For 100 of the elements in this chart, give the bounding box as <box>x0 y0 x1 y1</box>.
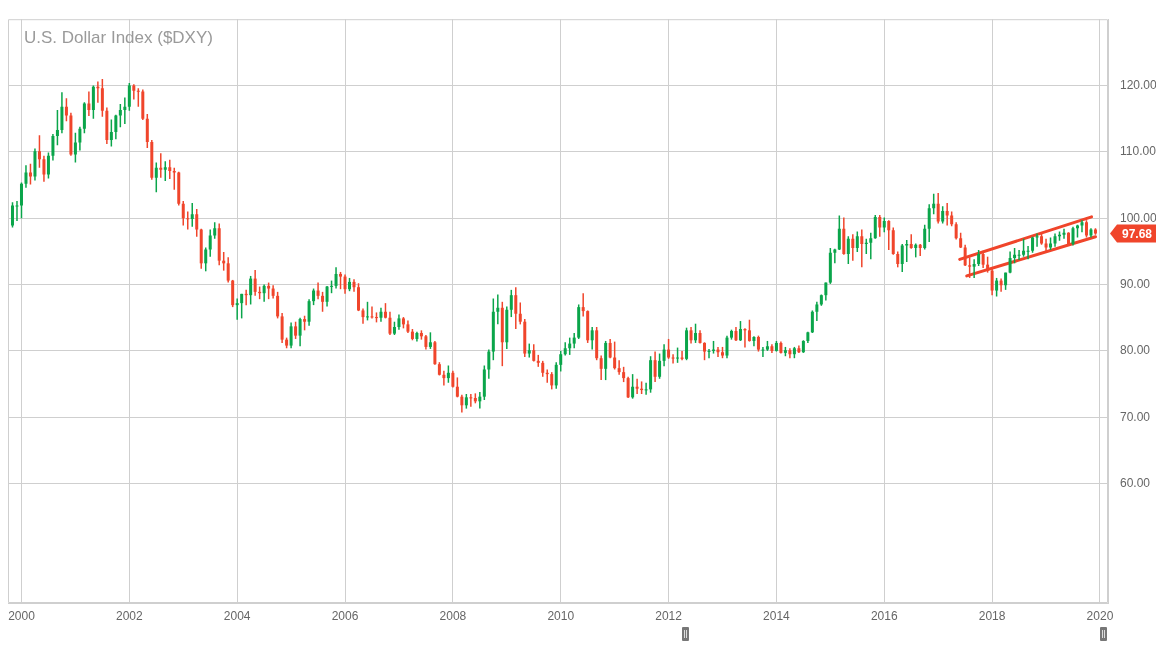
candlestick <box>707 348 711 359</box>
candlestick <box>289 321 293 349</box>
candlestick <box>249 275 253 306</box>
candlestick <box>73 131 77 164</box>
candlestick <box>644 382 648 396</box>
candlestick <box>91 84 95 120</box>
candlestick <box>298 316 302 348</box>
candlestick <box>887 219 891 251</box>
candlestick <box>671 353 675 365</box>
y-tick-label: 80.00 <box>1120 343 1151 358</box>
candlestick <box>370 305 374 320</box>
x-tick-label: 2000 <box>8 608 36 623</box>
candlestick <box>837 214 841 251</box>
candlestick <box>815 301 819 322</box>
y-tick-label: 100.00 <box>1120 210 1156 225</box>
candlestick <box>518 301 522 326</box>
candlestick <box>19 181 23 219</box>
candlestick <box>810 309 814 334</box>
candlestick <box>667 338 671 360</box>
candlestick <box>37 134 41 169</box>
candlestick <box>720 346 724 359</box>
candlestick <box>851 233 855 262</box>
candlestick <box>1026 245 1030 261</box>
candlestick <box>10 201 14 229</box>
candlestick <box>1071 226 1075 247</box>
candlestick <box>509 289 513 318</box>
candlestick <box>154 161 158 194</box>
candlestick <box>855 230 859 253</box>
candlestick <box>653 350 657 383</box>
candlestick <box>60 91 64 135</box>
y-tick-label: 70.00 <box>1120 409 1151 424</box>
candlestick <box>658 352 662 380</box>
candlestick <box>118 103 122 129</box>
x-tick-label: 2006 <box>331 608 359 623</box>
candlestick <box>159 152 163 179</box>
candlestick <box>433 340 437 366</box>
candlestick <box>900 243 904 273</box>
candlestick <box>738 320 742 342</box>
candlestick <box>1062 228 1066 240</box>
candlestick <box>635 378 639 395</box>
candlestick <box>15 200 19 222</box>
candlestick <box>204 246 208 273</box>
candlestick <box>703 341 707 361</box>
x-tick-label: 2014 <box>763 608 791 623</box>
candlestick <box>923 224 927 251</box>
text: 97.68 <box>1122 226 1153 241</box>
candlestick <box>100 78 104 118</box>
candlestick <box>145 113 149 149</box>
candlestick <box>24 164 28 189</box>
candlestick <box>1017 249 1021 261</box>
x-tick-label: 2020 <box>1086 608 1114 623</box>
candlestick <box>321 291 325 313</box>
candlestick <box>662 343 666 367</box>
candlestick <box>860 228 864 269</box>
candlestick <box>487 348 491 380</box>
candlestick <box>747 318 751 343</box>
candlestick <box>496 293 500 326</box>
candlestick <box>590 326 594 351</box>
y-tick-label: 110.00 <box>1120 144 1156 159</box>
candlestick <box>208 228 212 258</box>
candlestick <box>995 277 999 298</box>
candlestick <box>240 293 244 320</box>
candlestick <box>891 226 895 256</box>
candlestick <box>729 328 733 341</box>
candlestick <box>631 373 635 400</box>
candlestick <box>873 214 877 240</box>
candlestick <box>626 376 630 399</box>
x-tick-label: 2010 <box>547 608 575 623</box>
candlestick <box>276 291 280 320</box>
candlestick <box>253 269 257 297</box>
candlestick <box>343 273 347 295</box>
candlestick <box>559 350 563 373</box>
candlestick <box>833 247 837 265</box>
candlestick <box>325 285 329 308</box>
candlestick <box>190 202 194 228</box>
candlestick <box>127 82 131 112</box>
candlestick <box>334 266 338 290</box>
candlestick <box>307 298 311 327</box>
candlestick <box>28 163 32 186</box>
candlestick <box>846 235 850 265</box>
x-tick-label: 2012 <box>655 608 683 623</box>
candlestick <box>42 155 46 183</box>
candlestick <box>226 256 230 284</box>
candlestick <box>694 322 698 344</box>
candlestick <box>388 311 392 336</box>
x-tick-label: 2002 <box>115 608 143 623</box>
candlestick <box>280 312 284 344</box>
candlestick <box>78 125 82 152</box>
candlestick <box>761 346 765 358</box>
candlestick <box>163 160 167 182</box>
candlestick <box>114 113 118 141</box>
candlestick <box>918 243 922 257</box>
candlestick <box>927 203 931 243</box>
candlestick <box>51 133 55 162</box>
y-tick-label: 120.00 <box>1120 77 1156 92</box>
text: U.S. Dollar Index ($DXY) <box>24 27 213 47</box>
candlestick <box>109 118 113 148</box>
y-tick-label: 90.00 <box>1120 276 1151 291</box>
candlestick <box>936 192 940 225</box>
candlestick <box>725 334 729 359</box>
